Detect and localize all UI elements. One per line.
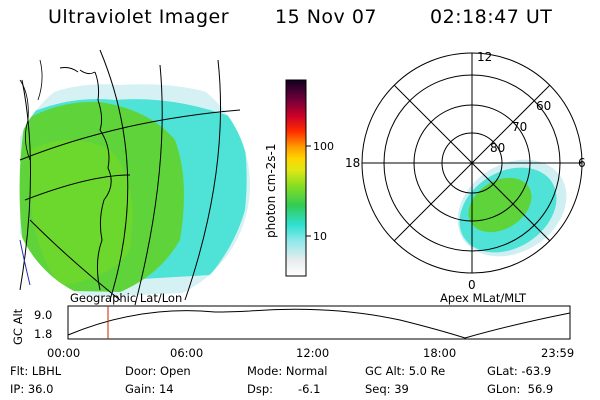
parallel-1: [19, 109, 241, 161]
colorbar-unit-label: photon cm-2s-1: [264, 144, 278, 239]
mlat-label-80: 80: [490, 141, 505, 155]
time-tick-2359: 23:59: [541, 346, 574, 360]
time-tick-1200: 12:00: [296, 346, 329, 360]
colorbar-tick-10: 10: [313, 230, 327, 243]
polar-plot-panel: 12 18 6 0 60 70 80: [345, 50, 586, 292]
parallel-3: [29, 219, 121, 301]
mlt-label-6: 6: [578, 156, 586, 170]
geographic-image-panel: [19, 49, 250, 306]
mlt-line-diag-2: [393, 84, 551, 242]
altitude-ylabel: GC Alt: [11, 308, 25, 345]
filter-info: Flt: LBHL: [10, 364, 62, 378]
gain-info: Gain: 14: [125, 382, 174, 396]
blue-limb: [19, 239, 31, 286]
mlt-label-12: 12: [477, 50, 492, 64]
gc-alt-info: GC Alt: 5.0 Re: [365, 364, 446, 378]
time-tick-1800: 18:00: [423, 346, 456, 360]
date-label: 15 Nov 07: [275, 6, 378, 28]
dsp-label: Dsp:: [247, 382, 274, 396]
meridian-2: [99, 49, 129, 301]
color-bar-gradient: [285, 79, 307, 277]
ip-info: IP: 36.0: [10, 382, 54, 396]
mlt-label-0: 0: [468, 278, 476, 292]
color-bar: 100 10 photon cm-2s-1: [264, 79, 334, 277]
aurora-oval-green: [468, 177, 532, 233]
dsp-value: -6.1: [298, 382, 321, 396]
colorbar-tick-100: 100: [313, 140, 334, 153]
apex-caption: Apex MLat/MLT: [440, 291, 527, 305]
meridian-3: [134, 64, 163, 306]
altitude-curve: [67, 308, 571, 339]
aurora-green-core: [29, 140, 133, 285]
altitude-plot-frame: [67, 305, 571, 340]
altitude-ytick-low: 1.8: [34, 327, 52, 341]
mlat-label-70: 70: [512, 120, 527, 134]
seq-info: Seq: 39: [365, 382, 409, 396]
glat-info: GLat: -63.9: [487, 364, 552, 378]
mlt-label-18: 18: [345, 156, 360, 170]
geographic-caption: Geographic Lat/Lon: [70, 291, 182, 305]
parallel-2: [24, 174, 131, 201]
mlat-label-60: 60: [536, 99, 551, 113]
altitude-ytick-high: 9.0: [34, 308, 52, 322]
meridian-4: [184, 59, 221, 301]
time-tick-0000: 00:00: [47, 346, 80, 360]
glon-info: GLon: 56.9: [487, 382, 554, 396]
door-info: Door: Open: [125, 364, 191, 378]
time-label: 02:18:47 UT: [430, 6, 553, 28]
mode-info: Mode: Normal: [247, 364, 328, 378]
altitude-plot: GC Alt 9.0 1.8 00:00 06:00 12:00 18:00 2…: [11, 305, 574, 360]
instrument-title: Ultraviolet Imager: [48, 6, 230, 28]
coastline: [59, 67, 112, 291]
time-tick-0600: 06:00: [170, 346, 203, 360]
